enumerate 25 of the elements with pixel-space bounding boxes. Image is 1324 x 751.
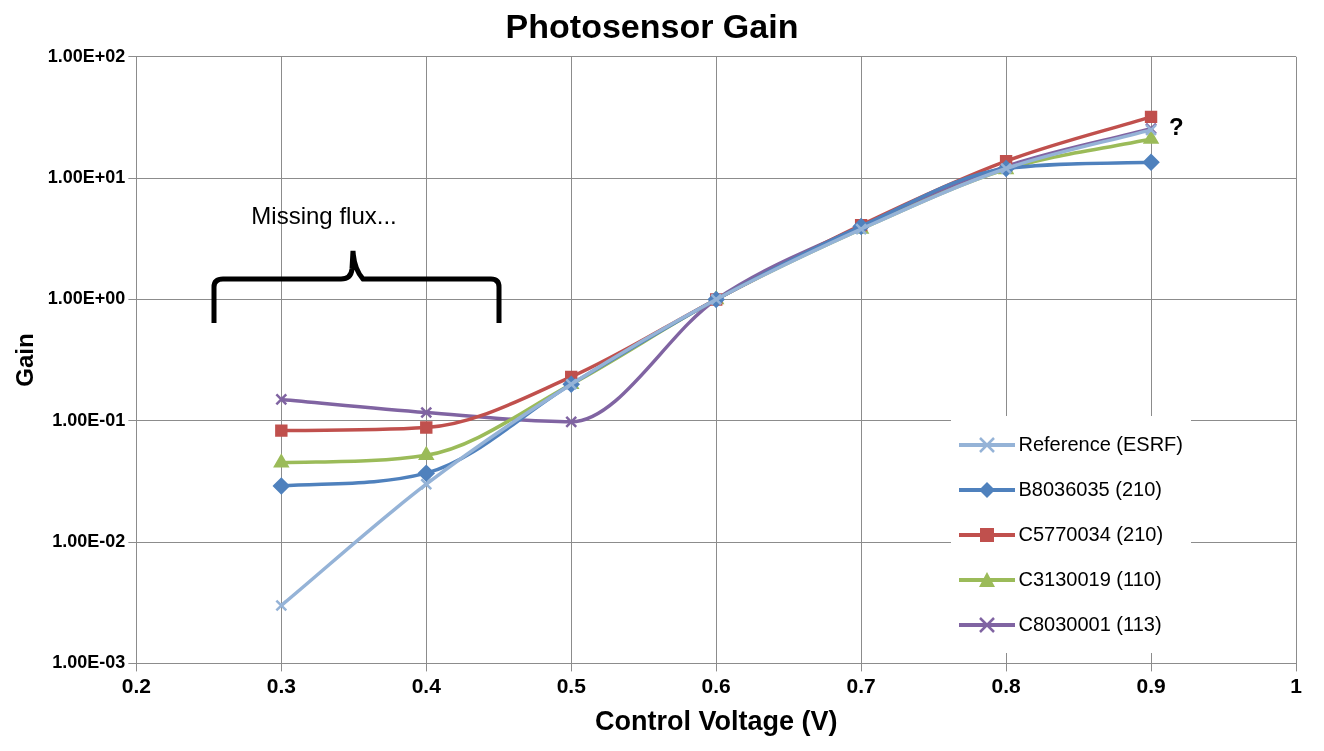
x-tick-label: 0.2 (121, 673, 151, 697)
y-tick-label: 1.00E+00 (47, 288, 126, 309)
y-tick-label: 1.00E+01 (47, 167, 126, 188)
y-tick-label: 1.00E-02 (52, 531, 126, 552)
x-tick-label: 0.5 (556, 673, 587, 697)
annotation: ? (1169, 113, 1184, 141)
x-tick-label: 0.8 (991, 673, 1022, 697)
x-tick-label: 0.3 (266, 673, 296, 697)
x-tick-label: 1 (1290, 673, 1303, 697)
legend-label: C3130019 (110) (1018, 568, 1162, 591)
annotation: Missing flux... (251, 201, 397, 230)
x-tick-label: 0.4 (411, 673, 442, 697)
legend-label: Reference (ESRF) (1018, 433, 1183, 456)
x-tick-label: 0.6 (701, 673, 731, 697)
chart-title: Photosensor Gain (505, 6, 799, 45)
legend-label: C5770034 (210) (1018, 523, 1164, 546)
y-tick-label: 1.00E+02 (47, 45, 126, 66)
y-axis-title: Gain (11, 333, 39, 387)
x-axis-title: Control Voltage (V) (594, 706, 838, 737)
y-tick-label: 1.00E-01 (52, 409, 126, 430)
y-tick-label: 1.00E-03 (52, 652, 126, 673)
x-tick-label: 0.9 (1136, 673, 1166, 697)
x-tick-label: 0.7 (846, 673, 876, 697)
legend-label: B8036035 (210) (1018, 478, 1162, 501)
legend-label: C8030001 (113) (1018, 613, 1162, 636)
